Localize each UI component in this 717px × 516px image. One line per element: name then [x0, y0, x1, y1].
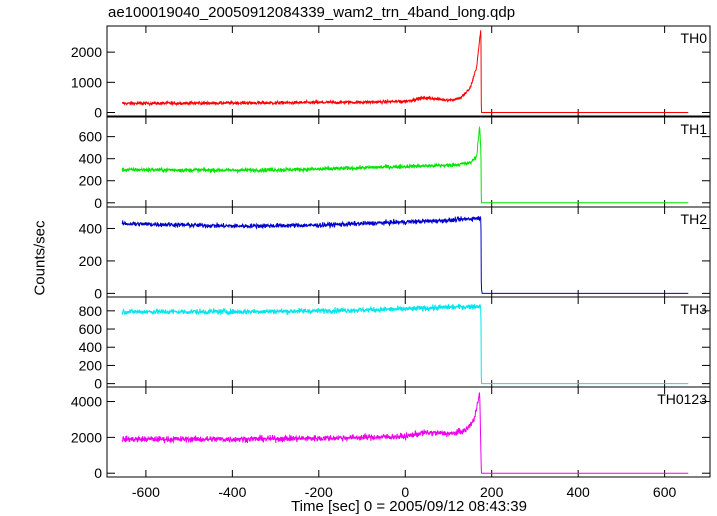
y-tick-label: 400 [79, 339, 103, 355]
panel-th0123: 0 2000 4000 TH0123 [71, 386, 711, 481]
x-axis-label: Time [sec] 0 = 2005/09/12 08:43:39 [291, 498, 527, 515]
panel-th1: 0 200 400 600 TH1 [79, 116, 711, 211]
y-tick-label: 0 [94, 285, 102, 301]
panel-label-th3: TH3 [681, 301, 708, 317]
y-tick-label: 0 [94, 376, 102, 392]
y-tick-label: 0 [94, 104, 102, 120]
panel-label-th2: TH2 [681, 211, 708, 227]
x-tick-label: 400 [566, 484, 590, 500]
y-tick-label: 1000 [71, 74, 102, 90]
x-tick-label: -600 [132, 484, 160, 500]
series-th1 [121, 125, 689, 204]
y-tick-label: 2000 [71, 44, 102, 60]
y-tick-label: 200 [79, 173, 103, 189]
x-tick-label: -200 [305, 484, 333, 500]
y-tick-label: 200 [79, 253, 103, 269]
panel-label-th0123: TH0123 [657, 391, 707, 407]
series-th3 [121, 303, 689, 385]
y-tick-label: 400 [79, 151, 103, 167]
series-th0 [121, 30, 689, 113]
y-axis-label: Counts/sec [31, 220, 49, 296]
y-tick-label: 800 [79, 303, 103, 319]
panel-th3: 0 200 400 600 800 TH3 [79, 296, 711, 392]
y-tick-label: 600 [79, 129, 103, 145]
y-tick-label: 0 [94, 465, 102, 481]
series-th2 [121, 216, 689, 294]
x-tick-label: 0 [401, 484, 409, 500]
chart-title: ae100019040_20050912084339_wam2_trn_4ban… [108, 4, 516, 21]
panel-frame [106, 25, 711, 117]
panel-th0: 0 1000 2000 TH0 [71, 25, 711, 120]
series-th0123 [121, 392, 689, 474]
y-tick-label: 200 [79, 357, 103, 373]
panel-label-th0: TH0 [681, 30, 708, 46]
panel-label-th1: TH1 [681, 121, 708, 137]
x-tick-label: 600 [653, 484, 677, 500]
panel-frame [106, 116, 711, 208]
panel-th2: 0 200 400 TH2 [79, 206, 711, 301]
y-tick-label: 2000 [71, 429, 102, 445]
y-tick-label: 0 [94, 195, 102, 211]
x-tick-label: -400 [218, 484, 246, 500]
panel-frame [106, 386, 711, 478]
y-tick-label: 600 [79, 321, 103, 337]
y-tick-label: 4000 [71, 394, 102, 410]
x-tick-label: 200 [480, 484, 504, 500]
y-tick-label: 400 [79, 220, 103, 236]
